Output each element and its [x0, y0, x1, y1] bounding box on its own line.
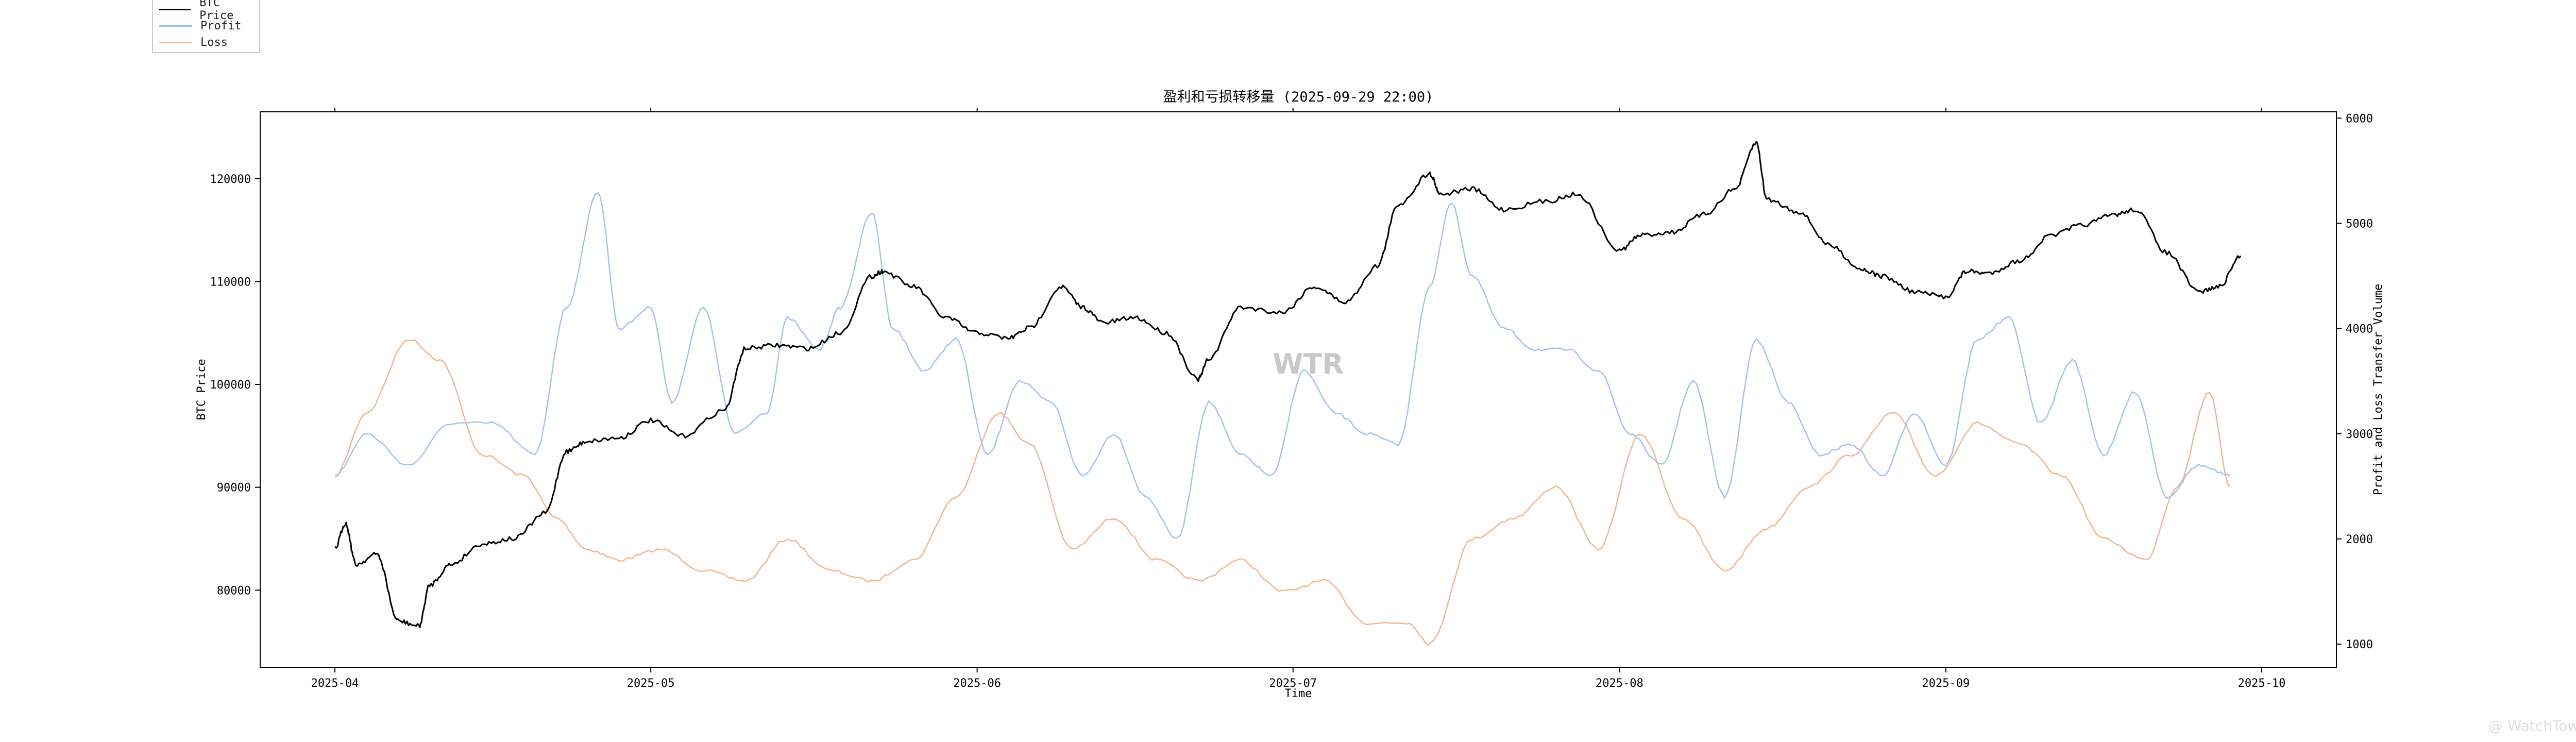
legend-label: BTC Price	[199, 0, 234, 22]
legend-label: Profit	[200, 19, 242, 32]
y-left-tick-label: 110000	[210, 276, 251, 289]
axis-layer: 2025-04 2025-05 2025-06 2025-07 2025-08 2025-…	[210, 108, 2373, 690]
x-tick-label: 2025-08	[1596, 677, 1643, 690]
legend-item-profit: Profit	[159, 18, 241, 34]
legend-item-btc: BTC Price	[159, 0, 259, 22]
legend: BTC Price Profit Loss	[152, 0, 260, 53]
legend-item-loss: Loss	[159, 34, 228, 50]
series-line-profit	[334, 192, 2231, 539]
watermark: WTR	[1273, 348, 1344, 380]
chart-title: 盈利和亏损转移量 (2025-09-29 22:00)	[1163, 89, 1434, 105]
y-left-tick-label: 80000	[217, 584, 251, 597]
y-right-tick-label: 6000	[2346, 112, 2373, 125]
x-tick-label: 2025-07	[1269, 677, 1317, 690]
y-right-tick-label: 1000	[2346, 638, 2373, 651]
y-axis-label-left: BTC Price	[195, 359, 208, 420]
y-right-tick-label: 2000	[2346, 533, 2373, 546]
series-line-loss	[334, 339, 2231, 646]
legend-swatch-profit	[159, 25, 192, 27]
y-right-tick-label: 5000	[2346, 217, 2373, 230]
y-left-tick-label: 90000	[217, 482, 251, 495]
x-tick-label: 2025-10	[2238, 677, 2286, 690]
x-tick-label: 2025-04	[311, 677, 359, 690]
series-line-btc-price	[334, 141, 2242, 629]
plot-frame	[260, 111, 2337, 668]
series-layer	[334, 141, 2242, 646]
corner-watermark: @ WatchTower	[2488, 717, 2576, 734]
y-left-tick-label: 120000	[210, 173, 251, 186]
x-tick-label: 2025-05	[627, 677, 675, 690]
x-axis-label: Time	[1285, 687, 1312, 700]
x-tick-label: 2025-09	[1922, 677, 1970, 690]
y-right-tick-label: 4000	[2346, 323, 2373, 336]
legend-label: Loss	[200, 36, 228, 49]
x-tick-label: 2025-06	[953, 677, 1001, 690]
legend-swatch-loss	[159, 41, 192, 43]
y-left-tick-label: 100000	[210, 379, 251, 392]
y-right-tick-label: 3000	[2346, 428, 2373, 441]
y-axis-label-right: Profit and Loss Transfer Volume	[2372, 284, 2385, 496]
legend-swatch-btc	[159, 8, 192, 10]
